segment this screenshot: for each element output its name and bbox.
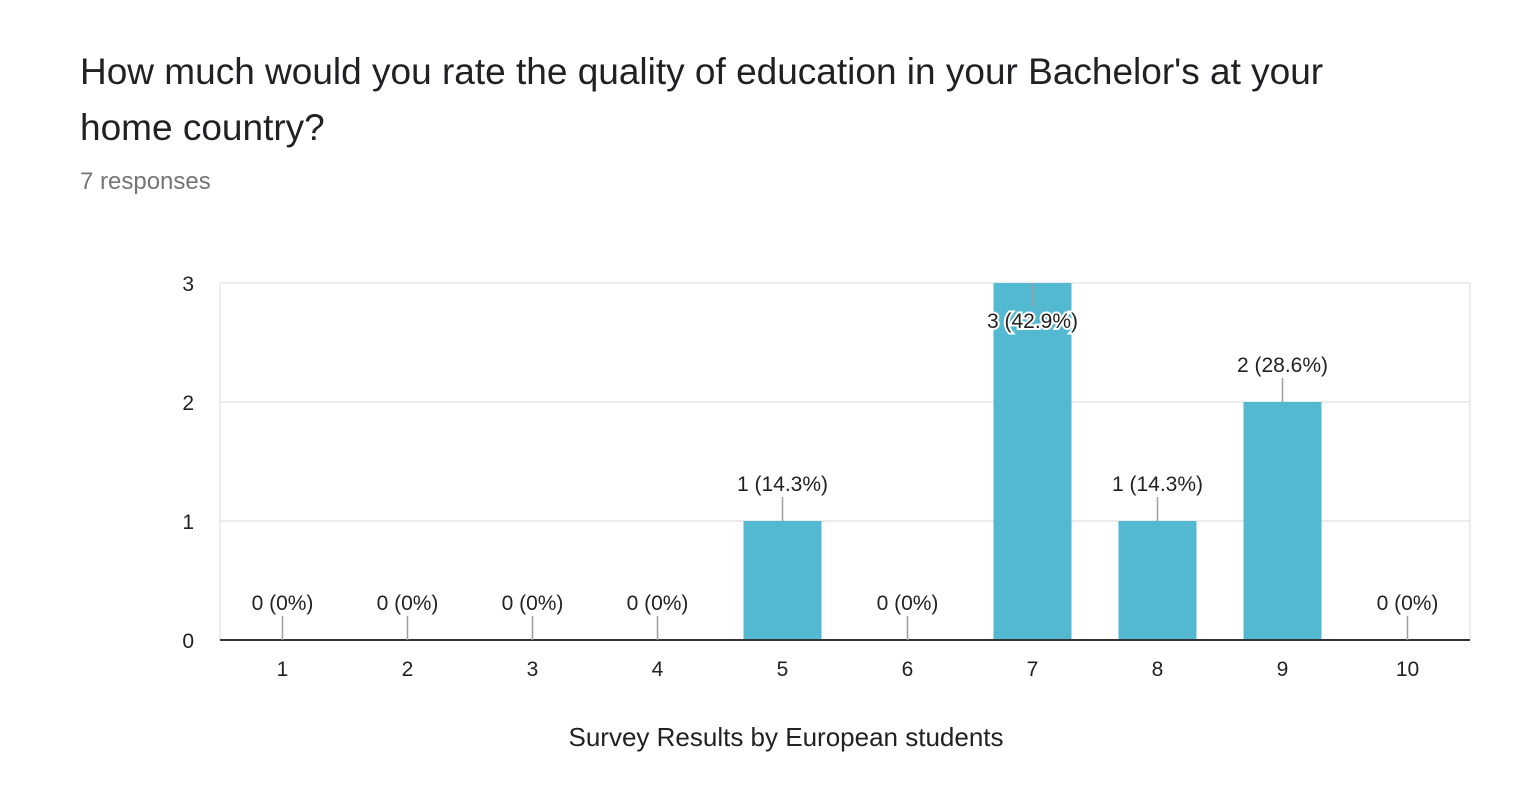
x-tick-label-5: 5 <box>777 658 789 681</box>
y-tick-label-0: 0 <box>182 630 194 653</box>
data-label-1: 0 (0%) <box>252 592 314 615</box>
data-label-4: 0 (0%) <box>627 592 689 615</box>
data-labels: 0 (0%) 0 (0%) 0 (0%) 0 (0%) 1 (14.3%) 0 (0%) 3… <box>252 283 1439 640</box>
data-label-2: 0 (0%) <box>377 592 439 615</box>
data-label-9: 2 (28.6%) <box>1237 354 1328 377</box>
data-label-10: 0 (0%) <box>1377 592 1439 615</box>
x-tick-label-8: 8 <box>1152 658 1164 681</box>
data-label-7: 3 (42.9%) <box>987 310 1078 333</box>
x-axis-title: Survey Results by European students <box>568 722 1003 752</box>
y-tick-label-3: 3 <box>182 273 194 296</box>
data-label-5: 1 (14.3%) <box>737 473 828 496</box>
x-tick-label-4: 4 <box>652 658 664 681</box>
bar-5 <box>743 521 822 640</box>
x-tick-label-9: 9 <box>1277 658 1289 681</box>
axes: 0 1 2 3 1 2 3 4 5 6 7 8 9 10 <box>182 273 1470 681</box>
response-count: 7 responses <box>80 168 211 195</box>
x-tick-label-2: 2 <box>402 658 414 681</box>
bar-7 <box>993 283 1072 640</box>
bar-9 <box>1243 402 1322 640</box>
y-tick-label-1: 1 <box>182 511 194 534</box>
x-tick-label-6: 6 <box>902 658 914 681</box>
x-tick-label-10: 10 <box>1396 658 1419 681</box>
bar-8 <box>1118 521 1197 640</box>
data-label-8: 1 (14.3%) <box>1112 473 1203 496</box>
y-tick-label-2: 2 <box>182 392 194 415</box>
question-title: How much would you rate the quality of e… <box>80 51 1324 148</box>
x-tick-label-7: 7 <box>1027 658 1039 681</box>
bars <box>743 283 1322 640</box>
data-label-6: 0 (0%) <box>877 592 939 615</box>
x-tick-label-3: 3 <box>527 658 539 681</box>
data-label-3: 0 (0%) <box>502 592 564 615</box>
x-tick-label-1: 1 <box>277 658 289 681</box>
